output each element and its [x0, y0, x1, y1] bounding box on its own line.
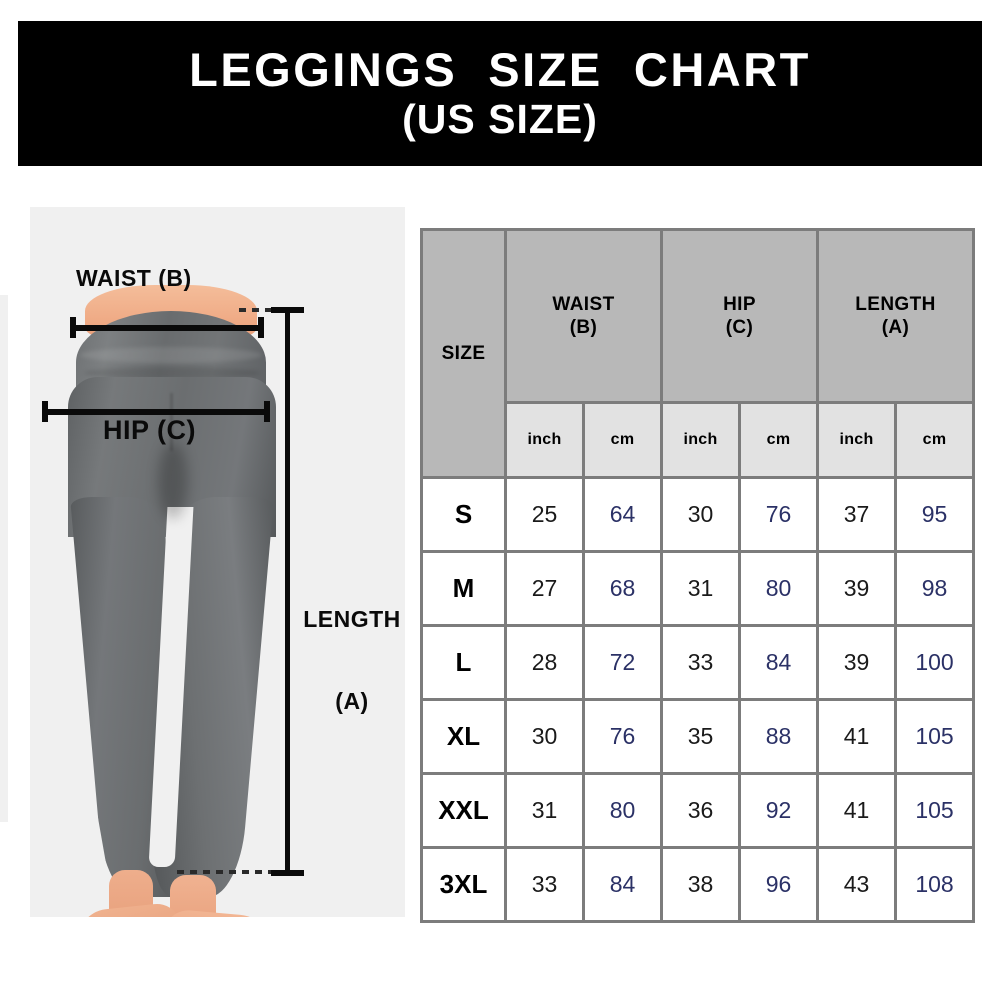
hip-measure-left-cap-icon: [42, 401, 48, 422]
unit-header-waist-cm: cm: [582, 401, 663, 479]
cell-size: XL: [420, 698, 507, 775]
cell-hip-inch: 35: [660, 698, 741, 775]
cell-hip-cm: 96: [738, 846, 819, 923]
cell-length-cm: 98: [894, 550, 975, 627]
cell-hip-inch: 33: [660, 624, 741, 701]
table-row: XXL 31 80 36 92 41 105: [420, 772, 975, 849]
cell-length-cm: 108: [894, 846, 975, 923]
table-header-unit-row: inch cm inch cm inch cm: [422, 401, 975, 479]
hip-measure-right-cap-icon: [264, 401, 270, 422]
cell-waist-cm: 84: [582, 846, 663, 923]
column-header-length-name: LENGTH: [855, 293, 936, 315]
waist-label: WAIST (B): [76, 265, 192, 291]
size-chart-table: SIZE WAIST (B) HIP (C) LENGTH (A) inch c…: [420, 228, 975, 923]
cell-hip-inch: 38: [660, 846, 741, 923]
cell-waist-inch: 27: [504, 550, 585, 627]
page-title-primary: LEGGINGS SIZE CHART: [189, 42, 811, 96]
cell-hip-cm: 76: [738, 476, 819, 553]
length-label: LENGTH (A): [286, 552, 405, 769]
cell-hip-cm: 88: [738, 698, 819, 775]
cell-hip-inch: 31: [660, 550, 741, 627]
table-row: 3XL 33 84 38 96 43 108: [420, 846, 975, 923]
column-header-hip-ref: (C): [725, 317, 754, 338]
cell-length-inch: 43: [816, 846, 897, 923]
column-header-hip: HIP (C): [660, 228, 819, 404]
unit-header-hip-inch: inch: [660, 401, 741, 479]
cell-length-inch: 39: [816, 550, 897, 627]
column-header-length: LENGTH (A): [816, 228, 975, 404]
unit-header-hip-cm: cm: [738, 401, 819, 479]
cell-length-inch: 39: [816, 624, 897, 701]
table-row: L 28 72 33 84 39 100: [420, 624, 975, 701]
cell-waist-cm: 72: [582, 624, 663, 701]
length-measure-bottom-cap-icon: [271, 870, 304, 876]
cell-length-inch: 41: [816, 772, 897, 849]
table-row: M 27 68 31 80 39 98: [420, 550, 975, 627]
cell-size: L: [420, 624, 507, 701]
column-header-waist-name: WAIST: [552, 293, 615, 315]
waist-measure-left-cap-icon: [70, 317, 76, 338]
waist-dashed-leader-line-icon: [239, 308, 287, 312]
leggings-illustration-panel: WAIST (B) HIP (C) LENGTH (A): [30, 207, 405, 917]
cell-waist-cm: 64: [582, 476, 663, 553]
cell-waist-inch: 30: [504, 698, 585, 775]
page-title-secondary: (US SIZE): [402, 96, 598, 143]
column-header-waist: WAIST (B): [504, 228, 663, 404]
waistband-shadow: [84, 367, 260, 379]
column-header-length-ref: (A): [881, 317, 910, 338]
cell-length-inch: 41: [816, 698, 897, 775]
cell-waist-inch: 25: [504, 476, 585, 553]
cell-waist-inch: 33: [504, 846, 585, 923]
cell-length-cm: 100: [894, 624, 975, 701]
length-measure-bar-icon: [285, 310, 290, 873]
length-label-secondary: (A): [335, 687, 369, 714]
hip-label: HIP (C): [103, 415, 197, 445]
column-header-hip-name: HIP: [723, 293, 756, 315]
cell-hip-inch: 30: [660, 476, 741, 553]
title-banner: LEGGINGS SIZE CHART (US SIZE): [18, 21, 982, 166]
crotch-shadow: [158, 443, 188, 519]
cell-size: 3XL: [420, 846, 507, 923]
length-label-primary: LENGTH: [303, 606, 401, 633]
cell-hip-cm: 84: [738, 624, 819, 701]
cell-size: S: [420, 476, 507, 553]
cell-waist-cm: 76: [582, 698, 663, 775]
cell-waist-cm: 80: [582, 772, 663, 849]
unit-header-length-cm: cm: [894, 401, 975, 479]
hip-measure-bar-icon: [42, 409, 270, 415]
cell-length-cm: 105: [894, 772, 975, 849]
left-edge-strip: [0, 295, 8, 822]
cell-length-inch: 37: [816, 476, 897, 553]
table-row: S 25 64 30 76 37 95: [420, 476, 975, 553]
unit-header-length-inch: inch: [816, 401, 897, 479]
unit-header-waist-inch: inch: [504, 401, 585, 479]
cell-hip-cm: 92: [738, 772, 819, 849]
table-row: XL 30 76 35 88 41 105: [420, 698, 975, 775]
cell-waist-inch: 31: [504, 772, 585, 849]
ankle-dashed-leader-line-icon: [177, 870, 289, 874]
column-header-size: SIZE: [420, 228, 507, 479]
cell-waist-cm: 68: [582, 550, 663, 627]
cell-hip-inch: 36: [660, 772, 741, 849]
table-header-group-row: SIZE WAIST (B) HIP (C) LENGTH (A): [420, 228, 975, 479]
cell-length-cm: 95: [894, 476, 975, 553]
cell-waist-inch: 28: [504, 624, 585, 701]
waistband-highlight: [80, 347, 262, 363]
cell-length-cm: 105: [894, 698, 975, 775]
cell-size: XXL: [420, 772, 507, 849]
cell-size: M: [420, 550, 507, 627]
waist-measure-right-cap-icon: [258, 317, 264, 338]
waist-measure-bar-icon: [70, 325, 264, 331]
column-header-waist-ref: (B): [569, 317, 598, 338]
center-seam: [170, 393, 173, 451]
cell-hip-cm: 80: [738, 550, 819, 627]
length-measure-top-cap-icon: [271, 307, 304, 313]
